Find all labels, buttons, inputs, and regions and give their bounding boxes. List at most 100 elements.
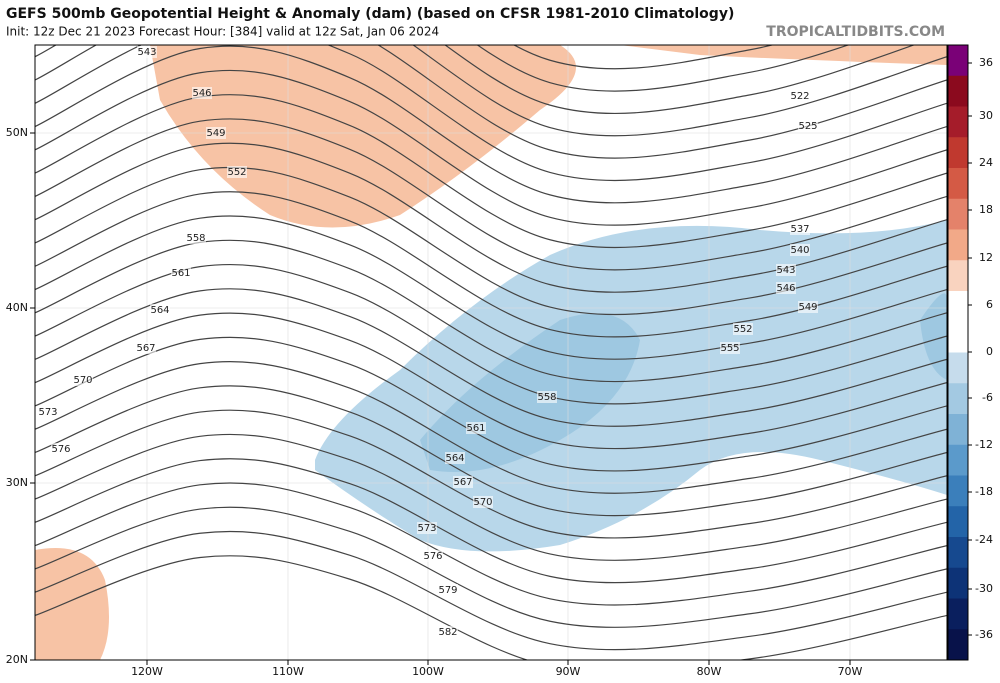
contour-line [35,239,947,383]
contour-line [35,530,947,651]
contour-line [35,118,947,271]
axis-labels: 50N 40N 30N 20N 120W 110W 100W 90W 80W 70W [6,126,863,678]
colorbar-label: 36 [979,56,993,69]
colorbar-segment [948,168,968,200]
colorbar-label: -18 [975,485,993,498]
colorbar-segment [948,198,968,230]
contour-line [35,69,947,226]
contour-label: 522 [790,91,809,102]
contour-line [35,385,947,517]
colorbar-label: -12 [975,438,993,451]
colorbar-label: -24 [975,533,993,546]
contour-line [35,433,947,561]
contour-label-bg [798,120,818,132]
contour-label-bg [438,584,458,596]
colorbar-label: 30 [979,109,993,122]
contour-label-bg [137,46,157,58]
contour-label: 570 [73,375,92,386]
contour-label-bg [438,626,458,638]
lat-label: 40N [6,301,28,314]
contour-label-bg [171,267,191,279]
contour-label: 552 [227,167,246,178]
contour-label: 573 [38,407,57,418]
map-frame [34,44,948,661]
colorbar-segment [948,537,968,569]
contour-label-bg [720,342,740,354]
contour-label-bg [798,301,818,313]
contour-label: 567 [453,477,472,488]
colorbar-label: -30 [975,582,993,595]
contour-line [35,45,947,182]
contour-line [35,94,947,249]
contour-line [35,215,947,360]
colorbar-segment [948,75,968,107]
contour-line [35,506,947,628]
colorbar-segment [948,106,968,138]
contour-label: 579 [438,585,457,596]
contour-label-bg [38,406,58,418]
contour-label: 543 [137,47,156,58]
contour-label-bg [423,550,443,562]
contour-label: 576 [423,551,442,562]
contour-label-bg [192,87,212,99]
contour-label: 555 [720,343,739,354]
colorbar-segment [948,567,968,599]
map-area: 5435465495525585615645675705735765225255… [35,45,947,660]
contour-line [476,45,850,92]
contour-label: 540 [790,245,809,256]
contour-label: 546 [776,283,795,294]
contour-label: 561 [466,423,485,434]
lat-label: 20N [6,653,28,666]
contour-label: 573 [417,523,436,534]
contour-label-bg [150,304,170,316]
lon-label: 120W [131,665,163,678]
lon-label: 110W [272,665,304,678]
colorbar-segment [948,598,968,630]
contour-label-bg [227,166,247,178]
contour-label: 558 [186,233,205,244]
colorbar-label: -6 [982,391,993,404]
contour-label-bg [466,422,486,434]
colorbar-segment [948,444,968,476]
contour-label-bg [186,232,206,244]
colorbar-label: -36 [975,628,993,641]
colorbar-segment [948,629,968,661]
contour-label: 537 [790,224,809,235]
contour-line [35,409,947,539]
colorbar-segment [948,414,968,446]
contour-label-bg [453,476,473,488]
contour-label-bg [51,443,71,455]
contour-label-bg [790,244,810,256]
contour-label: 552 [733,324,752,335]
contour-line [35,458,947,584]
contour-label: 543 [776,265,795,276]
contour-label-bg [73,374,93,386]
lon-label: 70W [838,665,863,678]
colorbar-segment [948,475,968,507]
positive-anomaly [620,45,947,65]
contour-label: 549 [206,128,225,139]
contour-label: 570 [473,497,492,508]
contour-label-bg [445,452,465,464]
colorbar: 36 30 24 18 12 6 0 -6 -12 -18 -24 -30 -36 [947,44,993,661]
contour-label-bg [790,223,810,235]
contour-line [35,191,947,338]
contour-label: 561 [171,268,190,279]
lat-label: 30N [6,476,28,489]
contour-line [35,361,947,494]
contour-label: 564 [445,453,464,464]
contour-label-bg [733,323,753,335]
colorbar-label: 24 [979,156,993,169]
lon-label: 100W [412,665,444,678]
colorbar-segment [948,291,968,323]
contour-label: 525 [798,121,817,132]
contour-label-bg [136,342,156,354]
contour-label: 567 [136,343,155,354]
colorbar-segment [948,506,968,538]
contour-line [35,312,947,450]
colorbar-segment [948,383,968,415]
contour-label: 582 [438,627,457,638]
colorbar-segment [948,137,968,169]
positive-anomaly [150,45,576,228]
